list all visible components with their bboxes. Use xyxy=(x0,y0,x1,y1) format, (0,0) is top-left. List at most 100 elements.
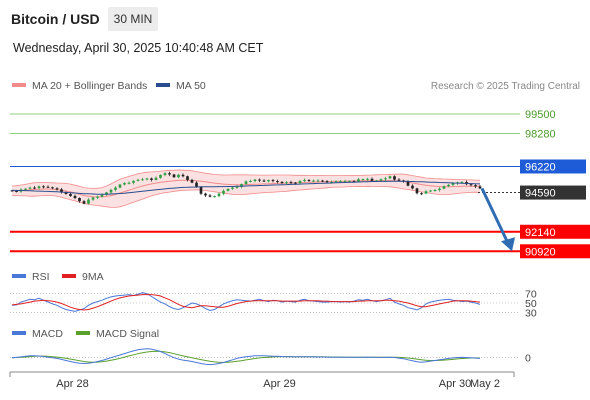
candle-body xyxy=(123,183,126,185)
candle-body xyxy=(208,195,212,197)
candle-body xyxy=(204,193,207,196)
signal-legend-swatch xyxy=(76,331,90,336)
candle-body xyxy=(312,180,315,182)
projection-arrow-shaft xyxy=(480,187,510,244)
ma50-legend-swatch xyxy=(156,83,170,88)
candle-body xyxy=(82,201,86,204)
candle-body xyxy=(411,185,414,189)
macd-line xyxy=(11,348,481,366)
candle-body xyxy=(321,180,324,182)
candle-body xyxy=(451,183,455,185)
timeframe-badge[interactable]: 30 MIN xyxy=(108,7,158,31)
bollinger-band-fill xyxy=(12,170,480,208)
candle-body xyxy=(447,184,450,187)
candle-body xyxy=(325,181,329,183)
candle-body xyxy=(118,184,122,188)
rsi-legend-label: RSI xyxy=(32,271,50,283)
bollinger-lower-line xyxy=(12,185,481,208)
candle-body xyxy=(361,179,365,181)
candle-body xyxy=(181,174,185,177)
level-label-94590: 94590 xyxy=(525,188,556,200)
candle-body xyxy=(33,187,36,189)
candle-body xyxy=(78,198,81,202)
candle-body xyxy=(150,178,153,180)
rsi-legend-ma: 9MA xyxy=(62,271,104,283)
candle-body xyxy=(100,194,104,197)
candle-body xyxy=(334,181,338,183)
candle-body xyxy=(258,179,261,181)
candle-body xyxy=(132,180,135,183)
candle-body xyxy=(226,188,230,191)
candle-body xyxy=(289,182,293,184)
candle-body xyxy=(429,190,432,192)
level-label-90920: 90920 xyxy=(525,246,556,258)
candle-body xyxy=(442,186,446,189)
candle-body xyxy=(244,181,248,185)
level-label-92140: 92140 xyxy=(525,227,556,239)
macd-tick-0: 0 xyxy=(525,353,531,365)
bb-legend-swatch xyxy=(12,83,26,88)
candle-body xyxy=(276,181,279,183)
candle-body xyxy=(105,192,108,195)
macd-legend-swatch xyxy=(12,331,26,336)
candle-body xyxy=(195,182,198,187)
rsi-tick-30: 30 xyxy=(525,307,537,319)
candle-body xyxy=(298,181,302,184)
x-tick-label: Apr 30 xyxy=(439,378,471,390)
rsi-ma9-line xyxy=(11,294,481,311)
candle-body xyxy=(64,192,68,194)
candle-body xyxy=(267,180,270,182)
candle-body xyxy=(51,187,54,189)
level-box-94590 xyxy=(520,185,586,200)
instrument-title: Bitcoin / USD xyxy=(11,11,100,27)
signal-legend-label: MACD Signal xyxy=(96,328,160,340)
candle-body xyxy=(127,182,131,184)
candle-body xyxy=(109,189,113,193)
candle-body xyxy=(10,190,14,192)
candle-body xyxy=(460,182,464,183)
candle-body xyxy=(285,182,288,184)
macd-legend-macd: MACD xyxy=(12,328,63,340)
candle-body xyxy=(96,196,99,198)
candle-body xyxy=(163,173,167,175)
level-box-90920 xyxy=(520,244,590,259)
level-label-96220: 96220 xyxy=(525,161,556,173)
level-label-99500: 99500 xyxy=(525,109,556,121)
candle-body xyxy=(271,180,275,182)
candle-body xyxy=(177,174,180,178)
rsi-tick-50: 50 xyxy=(525,298,537,310)
candle-body xyxy=(366,178,369,180)
candle-body xyxy=(357,179,360,182)
candle-body xyxy=(415,188,419,194)
candle-body xyxy=(217,193,221,197)
price-legend-ma50: MA 50 xyxy=(156,80,206,92)
ma9-legend-label: 9MA xyxy=(82,271,104,283)
bollinger-upper-line xyxy=(11,169,481,189)
candle-body xyxy=(114,187,117,190)
rsi-legend-rsi: RSI xyxy=(12,271,50,283)
research-credit: Research © 2025 Trading Central xyxy=(430,81,580,92)
ma9-legend-swatch xyxy=(62,274,76,279)
x-tick-label: Apr 29 xyxy=(263,378,295,390)
candle-body xyxy=(348,181,351,183)
candle-body xyxy=(253,179,257,182)
candle-body xyxy=(424,191,428,194)
level-box-92140 xyxy=(520,224,590,239)
candle-body xyxy=(145,178,149,180)
candle-body xyxy=(60,189,63,193)
candle-body xyxy=(199,186,203,194)
candle-body xyxy=(172,174,176,178)
candle-body xyxy=(91,197,95,200)
candle-body xyxy=(406,181,410,186)
candle-body xyxy=(280,181,284,184)
candle-body xyxy=(69,194,72,196)
rsi-line xyxy=(11,292,481,312)
rsi-tick-70: 70 xyxy=(525,289,537,301)
candle-body xyxy=(397,179,401,181)
candle-body xyxy=(384,178,387,180)
candle-body xyxy=(231,187,234,189)
candle-body xyxy=(222,190,225,194)
candle-body xyxy=(388,176,392,179)
candle-body xyxy=(370,178,374,181)
